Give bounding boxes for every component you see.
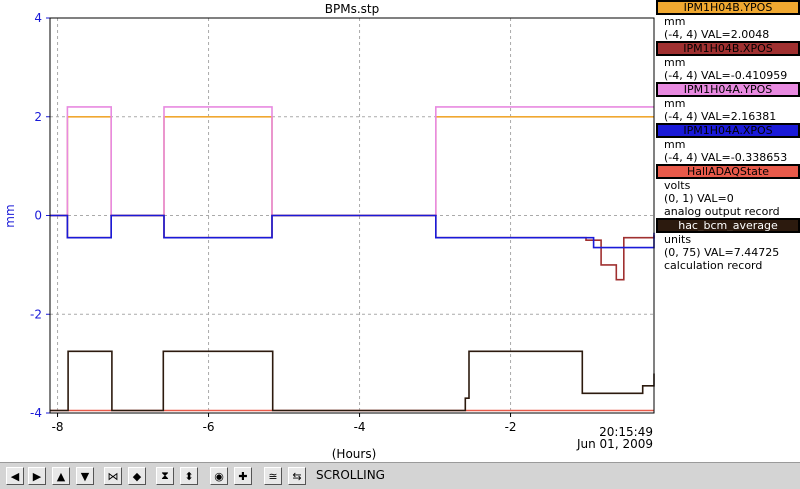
timestamp-label: 20:15:49 (599, 425, 653, 439)
legend-unit: mm (664, 15, 686, 28)
zoom-out-y-icon: ⬍ (184, 469, 194, 483)
x-tick-label: -4 (354, 420, 366, 434)
legend-title[interactable]: IPM1H04A.XPOS (656, 123, 800, 138)
y-tick-label: -4 (30, 406, 42, 420)
scroll-left-icon: ◀ (10, 469, 20, 483)
x-tick-label: -6 (203, 420, 215, 434)
strip-chart[interactable]: BPMs.stp 4 2 0 -2 -4 -8 -6 -4 -2 mm (Hours) 20:… (0, 0, 656, 462)
toolbar: SCROLLING ◀ ▶ ▲ ▼ ⋈ ◆ ⧗ ⬍ ◉ ✚ ≅ ⇆ (0, 462, 800, 489)
x-tick-label: -2 (505, 420, 517, 434)
legend-extra: calculation record (664, 259, 763, 272)
legend-entry[interactable]: IPM1H04B.YPOS mm (-4, 4) VAL=2.0048 (656, 0, 800, 41)
scroll-left-button[interactable]: ◀ (6, 467, 24, 485)
date-label: Jun 01, 2009 (576, 437, 653, 451)
chart-title: BPMs.stp (325, 2, 379, 16)
legend-range: (0, 75) VAL=7.44725 (664, 246, 780, 259)
legend-range: (-4, 4) VAL=2.16381 (664, 110, 777, 123)
legend-entry[interactable]: IPM1H04A.YPOS mm (-4, 4) VAL=2.16381 (656, 82, 800, 123)
x-axis-ticks: -8 -6 -4 -2 (52, 413, 517, 434)
reset-button[interactable]: ◉ (210, 467, 228, 485)
legend-range: (0, 1) VAL=0 (664, 192, 734, 205)
legend-title[interactable]: IPM1H04B.YPOS (656, 0, 800, 15)
auto-scale-button[interactable]: ≅ (264, 467, 282, 485)
legend-unit: units (664, 233, 692, 246)
legend-range: (-4, 4) VAL=2.0048 (664, 28, 770, 41)
scroll-up-button[interactable]: ▲ (52, 467, 70, 485)
y-tick-label: 0 (34, 209, 42, 223)
legend-panel: IPM1H04B.YPOS mm (-4, 4) VAL=2.0048 IPM1H04… (656, 0, 800, 272)
scroll-right-icon: ▶ (32, 469, 42, 483)
x-tick-label: -8 (52, 420, 64, 434)
y-tick-label: 4 (34, 11, 42, 25)
crosshair-button[interactable]: ✚ (234, 467, 252, 485)
legend-title[interactable]: IPM1H04A.YPOS (656, 82, 800, 97)
legend-unit: mm (664, 56, 686, 69)
legend-extra: analog output record (664, 205, 780, 218)
legend-title[interactable]: hac_bcm_average (656, 218, 800, 233)
series-line-ipm1h04b-xpos (50, 214, 655, 281)
legend-range: (-4, 4) VAL=-0.410959 (664, 69, 788, 82)
reset-icon: ◉ (214, 469, 224, 483)
x-axis-label: (Hours) (332, 447, 377, 461)
series-line-hac-bcm-average (50, 350, 655, 412)
legend-unit: mm (664, 138, 686, 151)
scroll-right-button[interactable]: ▶ (28, 467, 46, 485)
scrolling-toggle-button[interactable]: ⇆ (288, 467, 306, 485)
series-line-ipm1h04a-ypos (50, 106, 654, 217)
zoom-in-x-icon: ⋈ (107, 469, 119, 483)
y-axis-label: mm (3, 204, 17, 227)
zoom-out-x-icon: ◆ (132, 469, 142, 483)
scroll-down-icon: ▼ (80, 469, 90, 483)
legend-unit: mm (664, 97, 686, 110)
legend-range: (-4, 4) VAL=-0.338653 (664, 151, 788, 164)
legend-entry[interactable]: IPM1H04A.XPOS mm (-4, 4) VAL=-0.338653 (656, 123, 800, 164)
zoom-in-y-button[interactable]: ⧗ (156, 467, 174, 485)
scroll-down-button[interactable]: ▼ (76, 467, 94, 485)
y-tick-label: 2 (34, 110, 42, 124)
legend-entry[interactable]: IPM1H04B.XPOS mm (-4, 4) VAL=-0.410959 (656, 41, 800, 82)
zoom-out-y-button[interactable]: ⬍ (180, 467, 198, 485)
y-axis-ticks: 4 2 0 -2 -4 (30, 11, 50, 420)
legend-unit: volts (664, 179, 691, 192)
legend-title[interactable]: HallADAQState (656, 164, 800, 179)
legend-entry[interactable]: HallADAQState volts (0, 1) VAL=0 analog out… (656, 164, 800, 218)
series-line-ipm1h04a-xpos (50, 214, 655, 249)
y-tick-label: -2 (30, 307, 42, 321)
scroll-up-icon: ▲ (56, 469, 66, 483)
zoom-in-y-icon: ⧗ (161, 469, 169, 482)
legend-entry[interactable]: hac_bcm_average units (0, 75) VAL=7.44725 c… (656, 218, 800, 272)
auto-scale-icon: ≅ (268, 469, 278, 483)
plot-frame (49, 17, 655, 414)
zoom-in-x-button[interactable]: ⋈ (104, 467, 122, 485)
legend-title[interactable]: IPM1H04B.XPOS (656, 41, 800, 56)
crosshair-icon: ✚ (238, 469, 248, 483)
series-line-ipm1h04b-ypos (50, 116, 654, 217)
scrolling-toggle-icon: ⇆ (292, 469, 302, 483)
scrolling-status: SCROLLING (316, 468, 385, 482)
series-layer (50, 106, 655, 412)
zoom-out-x-button[interactable]: ◆ (128, 467, 146, 485)
